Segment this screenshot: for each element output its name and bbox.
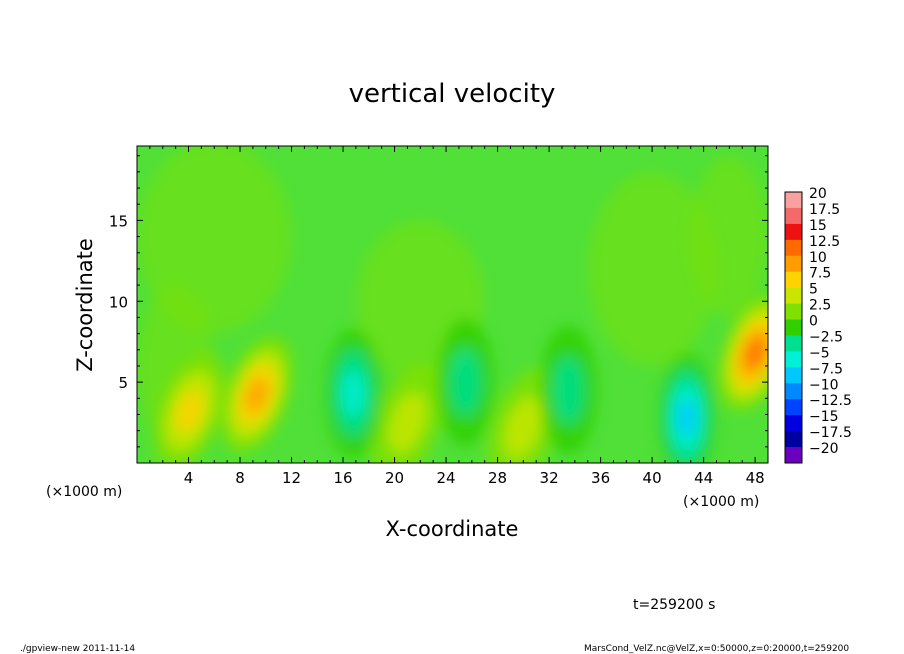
footer-left: ./gpview-new 2011-11-14 (20, 644, 135, 654)
velocity-field (137, 146, 768, 463)
colorbar: 2017.51512.5107.552.50−2.5−5−7.5−10−12.5… (784, 186, 852, 464)
colorbar-label: 10 (809, 250, 827, 266)
x-unit-left: (×1000 m) (46, 484, 122, 500)
colorbar-cell (785, 447, 802, 464)
x-unit-right: (×1000 m) (683, 494, 759, 510)
colorbar-label: 12.5 (809, 234, 840, 250)
chart-title: vertical velocity (349, 79, 556, 109)
colorbar-frame (784, 191, 803, 464)
colorbar-cell (785, 239, 802, 257)
colorbar-label: 5 (809, 282, 818, 298)
x-tick-label: 48 (746, 469, 765, 487)
y-tick-label: 5 (118, 374, 128, 392)
colorbar-cell (785, 223, 802, 241)
x-axis: 4 8 12 16 20 24 28 32 36 40 44 48 (149, 146, 765, 487)
updraft-region (387, 391, 427, 454)
colorbar-cell (785, 192, 802, 209)
colorbar-cell (785, 335, 802, 352)
colorbar-cell (785, 255, 802, 273)
colorbar-cell (785, 431, 802, 448)
updraft-region (503, 396, 543, 459)
colorbar-label: −20 (809, 441, 839, 457)
colorbar-label: −2.5 (809, 329, 843, 345)
y-axis-label: Z-coordinate (73, 238, 97, 372)
x-tick-label: 40 (643, 469, 662, 487)
colorbar-label: 15 (809, 218, 827, 234)
x-axis-label: X-coordinate (386, 517, 519, 541)
updraft-region (175, 389, 204, 433)
colorbar-cell (785, 367, 802, 384)
colorbar-label: −7.5 (809, 361, 843, 377)
x-tick-label: 16 (333, 469, 352, 487)
x-tick-label: 32 (540, 469, 559, 487)
colorbar-cell (785, 383, 802, 400)
x-tick-label: 4 (184, 469, 194, 487)
colorbar-cell (785, 351, 802, 368)
x-tick-label: 12 (282, 469, 301, 487)
x-tick-label: 8 (235, 469, 245, 487)
colorbar-cell (785, 271, 802, 289)
time-label: t=259200 s (633, 597, 715, 613)
downdraft-region (449, 348, 482, 416)
colorbar-label: 7.5 (809, 266, 831, 282)
plot-frame (136, 145, 769, 464)
x-tick-label: 36 (591, 469, 610, 487)
colorbar-label: −5 (809, 345, 830, 361)
y-tick-label: 10 (109, 293, 128, 311)
colorbar-cell (785, 303, 802, 321)
colorbar-cell (785, 287, 802, 305)
x-tick-label: 20 (385, 469, 404, 487)
colorbar-label: −15 (809, 409, 839, 425)
updraft-region (245, 378, 268, 412)
colorbar-cell (785, 319, 802, 336)
downdraft-region (677, 399, 697, 437)
colorbar-label: 20 (809, 186, 827, 202)
x-tick-label: 44 (694, 469, 713, 487)
colorbar-label: 17.5 (809, 202, 840, 218)
colorbar-cell (785, 399, 802, 416)
colorbar-cell (785, 415, 802, 432)
field-band (587, 171, 717, 366)
colorbar-label: −12.5 (809, 393, 852, 409)
updraft-region (745, 338, 765, 368)
y-axis: 5 10 15 (109, 155, 768, 448)
downdraft-region (341, 369, 365, 417)
downdraft-region (552, 356, 585, 424)
colorbar-label: 0 (809, 314, 818, 330)
colorbar-label: 2.5 (809, 298, 831, 314)
colorbar-label: −10 (809, 377, 839, 393)
colorbar-cell (785, 207, 802, 225)
field-band (690, 155, 768, 318)
x-tick-label: 24 (437, 469, 456, 487)
x-tick-label: 28 (488, 469, 507, 487)
y-tick-label: 15 (109, 212, 128, 230)
footer-right: MarsCond_VelZ.nc@VelZ,x=0:50000,z=0:2000… (584, 644, 849, 654)
colorbar-label: −17.5 (809, 425, 852, 441)
